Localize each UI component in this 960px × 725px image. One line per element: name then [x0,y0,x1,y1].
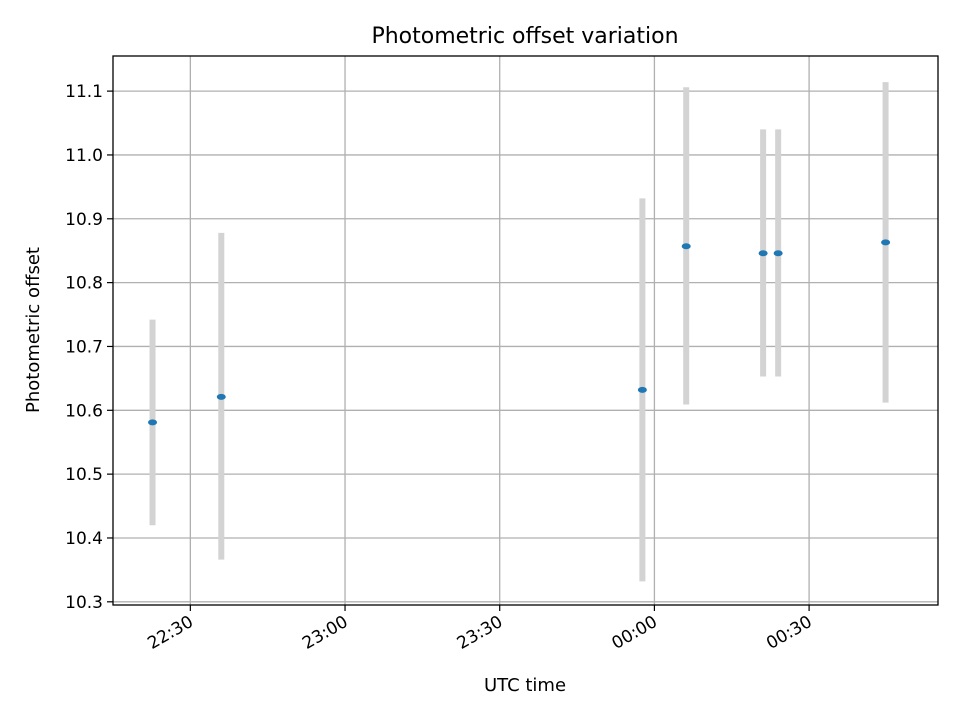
y-tick-label: 10.6 [65,401,103,421]
data-point [681,243,691,250]
data-point [148,419,158,426]
chart-title: Photometric offset variation [371,24,678,49]
y-tick-label: 10.3 [65,593,103,613]
grid [113,56,938,605]
y-axis-label: Photometric offset [23,247,44,413]
y-tick-label: 10.9 [65,210,103,230]
x-axis-label: UTC time [484,675,566,696]
data-point [773,250,783,257]
y-tick-label: 10.8 [65,274,103,294]
data-point [637,386,647,393]
y-tick-label: 11.1 [65,82,103,102]
y-tick-label: 10.4 [65,529,103,549]
y-tick-label: 11.0 [65,146,103,166]
data-point [758,250,768,257]
data-point [881,239,891,246]
plot-frame [112,55,939,606]
data-point [216,393,226,400]
y-tick-label: 10.7 [65,337,103,357]
data-points [148,239,891,426]
y-tick-label: 10.5 [65,465,103,485]
